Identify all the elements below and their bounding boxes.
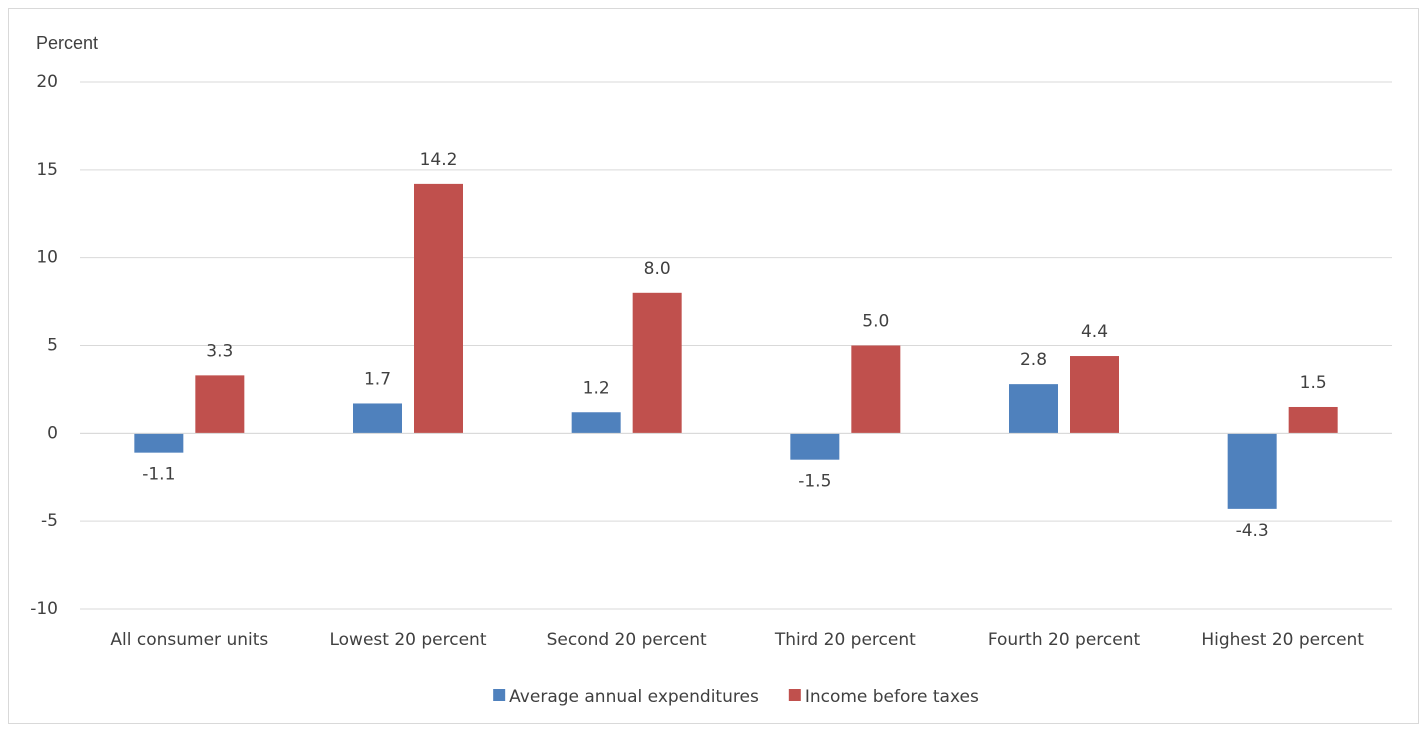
y-axis-title: Percent [36, 33, 98, 53]
value-label: 1.5 [1300, 373, 1327, 393]
bar [1227, 433, 1277, 509]
y-tick-label: -5 [41, 511, 58, 531]
bar [1288, 406, 1338, 434]
value-label: 2.8 [1020, 350, 1047, 370]
y-tick-label: 15 [36, 160, 58, 180]
value-label: -1.1 [142, 465, 175, 485]
legend-label: Income before taxes [805, 687, 979, 707]
x-tick-label: All consumer units [110, 630, 268, 650]
value-label: -1.5 [798, 472, 831, 492]
bar [195, 375, 245, 434]
bar [1070, 356, 1119, 434]
y-tick-label: 0 [47, 423, 58, 443]
bar [632, 292, 682, 434]
x-tick-label: Third 20 percent [774, 630, 916, 650]
y-tick-label: -10 [30, 599, 58, 619]
value-label: 1.2 [583, 378, 610, 398]
y-tick-label: 5 [47, 336, 58, 356]
value-label: 14.2 [420, 150, 458, 170]
value-label: 3.3 [206, 341, 233, 361]
value-label: 8.0 [644, 259, 671, 279]
bar [414, 183, 463, 434]
value-label: -4.3 [1236, 521, 1269, 541]
legend-label: Average annual expenditures [509, 687, 759, 707]
x-tick-label: Second 20 percent [547, 630, 707, 650]
value-label: 4.4 [1081, 322, 1108, 342]
bar [353, 403, 402, 434]
legend-swatch [493, 689, 506, 701]
x-tick-label: Highest 20 percent [1201, 630, 1364, 650]
x-tick-label: Lowest 20 percent [329, 630, 486, 650]
bar [571, 412, 621, 434]
chart-border [8, 8, 1419, 724]
value-label: 1.7 [364, 369, 391, 389]
bar [790, 433, 840, 460]
x-tick-label: Fourth 20 percent [988, 630, 1141, 650]
bar [1009, 384, 1058, 434]
value-label: 5.0 [862, 312, 889, 332]
y-tick-label: 10 [36, 248, 58, 268]
bar [851, 345, 901, 434]
y-tick-label: 20 [36, 72, 58, 92]
bar [134, 433, 184, 453]
legend-swatch [788, 689, 801, 701]
